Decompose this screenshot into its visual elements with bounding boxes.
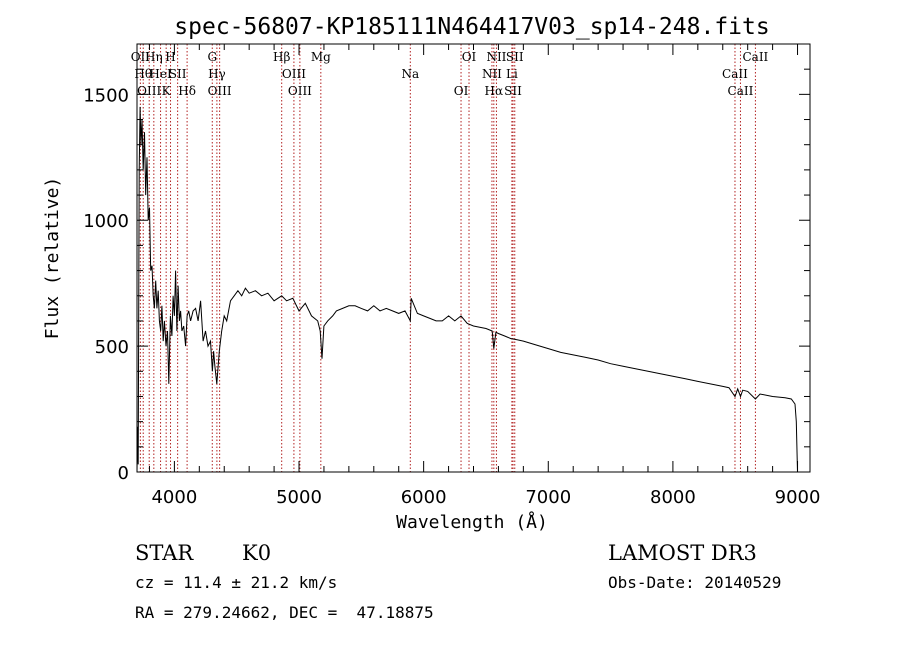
spectral-line-label: G [207,50,217,64]
spectral-line-label: Hδ [178,84,196,98]
spectral-line-label: OIII [208,84,232,98]
x-tick-label: 9000 [775,487,821,508]
observation-date: Obs-Date: 20140529 [608,573,781,592]
spectral-line-label: HeI [149,67,172,81]
spectral-line-label: CaII [722,67,748,81]
spectral-line-label: OIII [137,84,161,98]
spectral-line-label: OI [454,84,469,98]
spectrum-layer [136,106,798,473]
spectral-line-label: SII [506,50,524,64]
spectral-line-label: OI [462,50,477,64]
plot-frame [136,43,811,473]
spectral-line-label: Hγ [208,67,226,81]
spectral-line-label: Hα [485,84,504,98]
coordinates-readout: RA = 279.24662, DEC = 47.18875 [135,603,434,622]
y-tick-label: 500 [95,337,129,358]
spectrum-line [136,106,798,473]
chart-title: spec-56807-KP185111N464417V03_sp14-248.f… [174,14,769,40]
spectral-line-label: H [165,50,175,64]
spectral-line-label: Mg [311,50,331,64]
spectral-line-label: Na [401,67,419,81]
x-tick-label: 7000 [525,487,571,508]
spectral-line-label: OII [131,50,151,64]
object-subclass: K0 [242,541,271,565]
y-axis-label: Flux (relative) [42,177,63,340]
redshift-readout: cz = 11.4 ± 21.2 km/s [135,573,337,592]
x-axis-label: Wavelength (Å) [396,511,548,533]
spectral-line-label: K [162,84,172,98]
x-tick-label: 8000 [650,487,696,508]
spectral-line-label: OIII [282,67,306,81]
spectral-line-labels: OII Hθ OIII Hη HeI K H SII Hδ G Hγ OIII Hβ OIII OIII Mg… [131,50,769,98]
spectral-lines-layer [139,44,756,472]
spectral-line-label: CaII [728,84,754,98]
x-tick-label: 6000 [401,487,447,508]
spectral-line-label: OIII [288,84,312,98]
y-tick-label: 0 [118,463,129,484]
spectral-line-label: SII [504,84,522,98]
spectral-line-label: Hβ [273,50,290,64]
spectral-line-label: NII [486,50,506,64]
y-tick-label: 1000 [83,211,129,232]
spectral-line-label: Li [506,67,518,81]
spectral-line-label: NII [482,67,502,81]
spectral-line-label: SII [169,67,187,81]
axis-ticks: 4000 5000 6000 7000 8000 9000 0 500 1000 1500 [83,44,820,508]
spectral-line-label: Hη [145,50,163,64]
x-tick-label: 5000 [276,487,322,508]
survey-name: LAMOST DR3 [608,541,757,565]
object-class: STAR [135,541,194,565]
x-tick-label: 4000 [151,487,197,508]
spectral-line-label: Hθ [134,67,152,81]
y-tick-label: 1500 [83,85,129,106]
spectral-line-label: CaII [742,50,768,64]
